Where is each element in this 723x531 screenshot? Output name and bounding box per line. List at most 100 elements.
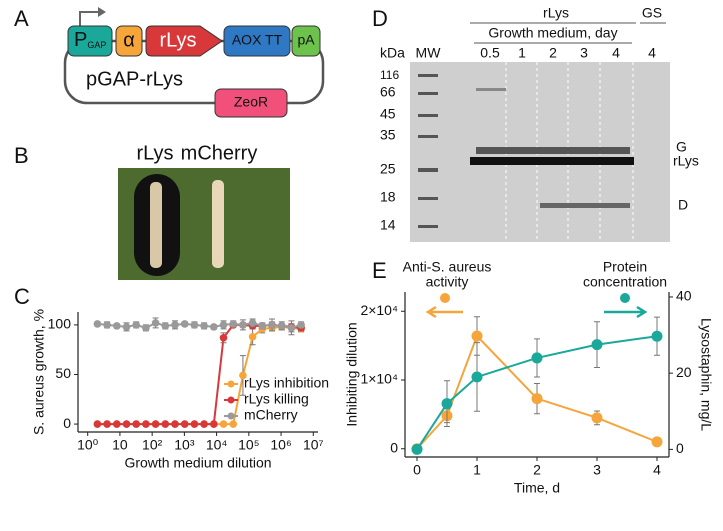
x-tick-label: 2 [533,462,541,478]
data-point [297,321,305,329]
annotation-arrow [604,305,648,319]
panel-letter: A [14,6,29,31]
promoter-text: P [74,29,87,51]
data-point [142,420,150,428]
data-point [161,322,170,330]
gel-unit: kDa [380,45,405,61]
panel-letter: C [14,284,30,309]
marker-label: ZeoR [234,94,268,110]
data-point [239,371,247,380]
panel-letter: D [372,6,388,31]
data-point [200,420,208,428]
data-point [210,420,218,428]
data-point [651,436,663,448]
x-axis-label: Growth medium dilution [124,455,271,471]
data-point [93,420,102,428]
marker-label: 116 [380,68,399,82]
y-tick-label: 0 [390,439,398,455]
data-point [219,333,228,342]
marker-label: 18 [380,189,396,205]
sample-bands [470,88,634,208]
streak [150,182,162,268]
data-point [287,324,296,332]
data-point [171,321,179,329]
terminator-box [223,25,291,57]
promoter-subscript: GAP [87,40,106,50]
x-tick-label: 1 [473,462,481,478]
marker-label: 14 [380,217,396,233]
ladder-bands [418,74,438,228]
legend-marker [227,380,235,388]
legend-marker [227,412,235,420]
data-point [471,371,483,383]
data-point [200,322,208,330]
polya-box [291,25,321,57]
marker-label: 45 [380,106,396,122]
legend-label: rLys inhibition [244,375,329,391]
gel-control: GS [642,5,662,21]
lane-label: 0.5 [480,45,500,61]
terminator-label: AOX TT [232,32,283,48]
plate-label: rLys [136,142,173,164]
x-tick-label: 10⁷ [303,437,324,453]
promoter-arrowhead [98,7,106,17]
series-line [97,321,302,329]
gene-label: rLys [159,29,196,51]
y-tick-label: 100 [48,316,72,332]
y-tick-label: 1×10⁴ [360,371,398,387]
legend-marker [227,396,235,404]
panel-letter: E [372,258,387,283]
x-tick-label: 10⁵ [238,437,259,453]
data-point [248,332,257,341]
data-point [103,321,111,329]
x-tick-label: 4 [653,462,661,478]
marker-label: 35 [380,127,396,143]
annotation: activity [426,274,469,290]
x-tick-label: 10² [142,437,163,453]
y2-tick-label: 20 [676,364,692,380]
data-point [113,420,121,428]
x-tick-label: 10⁶ [270,437,291,453]
data-point [93,320,102,328]
data-point [229,420,238,428]
legend-label: mCherry [244,407,298,423]
lane-label: 4 [612,45,620,61]
data-point [239,321,247,329]
y-tick-label: 2×10⁴ [360,302,398,318]
data-point [103,420,111,428]
data-point [210,323,218,331]
data-point [151,420,160,428]
band-label: G [676,139,687,155]
promoter-arrow [79,11,100,26]
series-line [416,335,658,450]
data-point [151,319,160,327]
data-point [471,330,483,342]
x-tick-label: 10 [112,437,128,453]
data-point [411,443,423,455]
signal-label: α [123,29,135,51]
data-point [277,322,286,330]
data-point [171,420,179,428]
gel-ladder: MW [416,45,442,61]
data-point [268,321,276,329]
streak [212,180,224,268]
data-point [190,321,199,329]
x-tick-label: 10⁰ [77,437,99,453]
annotation-dot [620,293,630,303]
data-point [441,398,453,410]
data-point [132,321,141,329]
y-axis-label: Inhibiting dilution [344,322,360,426]
promoter-box [67,25,113,57]
lane-label: 1 [518,45,526,61]
annotation: concentration [583,274,667,290]
data-point [132,420,141,428]
band-label: D [678,197,688,213]
data-point [219,321,228,329]
promoter-label: PGAP [74,29,106,51]
x-tick-label: 10⁴ [206,437,228,453]
annotation: Protein [603,259,647,275]
data-point [229,320,238,328]
x-axis-label: Time, d [514,480,560,496]
data-point [651,330,663,342]
